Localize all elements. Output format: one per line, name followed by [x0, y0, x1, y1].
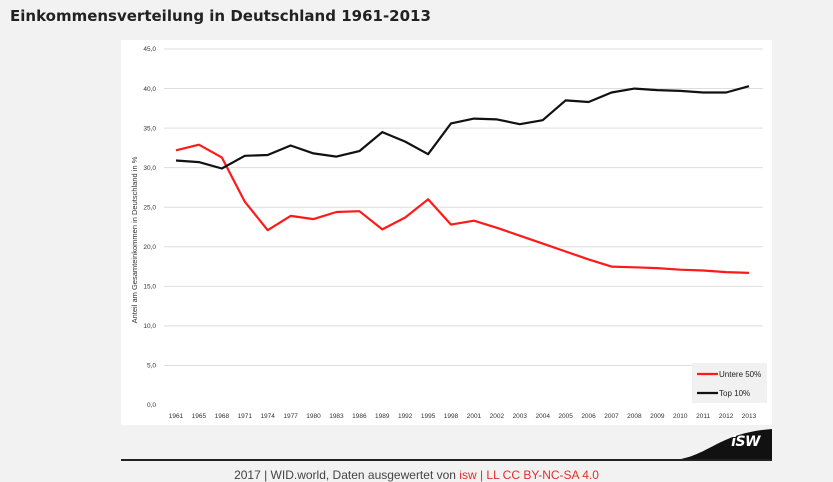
series-line-0: [175, 143, 750, 274]
x-tick-label: 2007: [604, 413, 619, 420]
source-line: 2017 | WID.world, Daten ausgewertet von …: [0, 468, 833, 482]
x-tick-label: 2001: [467, 413, 482, 420]
x-tick-label: 1971: [238, 413, 253, 420]
page-title: Einkommensverteilung in Deutschland 1961…: [10, 7, 431, 25]
x-tick-label: 2002: [490, 413, 505, 420]
y-tick-label: 0,0: [147, 402, 156, 409]
grid: [164, 48, 763, 366]
x-tick-label: 2006: [581, 413, 596, 420]
y-tick-label: 15,0: [143, 284, 156, 291]
y-axis-label: Anteil am Gesamteinkommen in Deutschland…: [130, 156, 139, 323]
series-lines: [175, 85, 750, 274]
x-tick-label: 1974: [260, 413, 275, 420]
isw-logo: iSW: [731, 434, 760, 450]
x-tick-label: 1961: [169, 413, 184, 420]
y-tick-label: 30,0: [143, 165, 156, 172]
x-tick-label: 1965: [192, 413, 207, 420]
legend-box: [692, 363, 767, 403]
line-chart: 0,0 5,0 10,0 15,0 20,0 25,0 30,0 35,0 40,0 45,0 1…: [130, 46, 767, 420]
footer-swoosh: [681, 429, 772, 459]
y-tick-label: 35,0: [143, 125, 156, 132]
x-tick-label: 2008: [627, 413, 642, 420]
y-tick-label: 45,0: [143, 46, 156, 53]
x-tick-label: 2004: [535, 413, 550, 420]
y-tick-label: 5,0: [147, 363, 156, 370]
series-line-1: [175, 85, 750, 170]
source-prefix: 2017 | WID.world, Daten ausgewertet von: [234, 468, 460, 482]
x-tick-label: 1995: [421, 413, 436, 420]
footer-strip: iSW: [121, 425, 772, 461]
x-tick-label: 1968: [215, 413, 230, 420]
y-tick-label: 20,0: [143, 244, 156, 251]
x-tick-label: 1980: [306, 413, 321, 420]
x-tick-label: 2012: [719, 413, 734, 420]
legend-label: Untere 50%: [719, 370, 761, 379]
chart-card: 0,0 5,0 10,0 15,0 20,0 25,0 30,0 35,0 40,0 45,0 1…: [121, 40, 772, 425]
x-tick-label: 1977: [283, 413, 298, 420]
x-axis-ticks: 1961 1965 1968 1971 1974 1977 1980 1983 1986 1989…: [169, 413, 757, 420]
license-link[interactable]: isw | LL CC BY-NC-SA 4.0: [459, 468, 599, 482]
x-tick-label: 1989: [375, 413, 390, 420]
y-axis-ticks: 0,0 5,0 10,0 15,0 20,0 25,0 30,0 35,0 40,0 45,0: [143, 46, 156, 409]
legend: Untere 50% Top 10%: [692, 363, 767, 403]
x-tick-label: 2005: [558, 413, 573, 420]
x-tick-label: 2011: [696, 413, 710, 420]
footer-rule: [121, 459, 772, 461]
x-tick-label: 2009: [650, 413, 665, 420]
x-tick-label: 1983: [329, 413, 344, 420]
y-tick-label: 25,0: [143, 204, 156, 211]
x-tick-label: 2013: [742, 413, 757, 420]
y-tick-label: 40,0: [143, 86, 156, 93]
x-tick-label: 1992: [398, 413, 413, 420]
legend-label: Top 10%: [719, 389, 750, 398]
y-tick-label: 10,0: [143, 323, 156, 330]
x-tick-label: 1986: [352, 413, 367, 420]
x-tick-label: 2010: [673, 413, 688, 420]
x-tick-label: 2003: [513, 413, 528, 420]
x-tick-label: 1998: [444, 413, 459, 420]
